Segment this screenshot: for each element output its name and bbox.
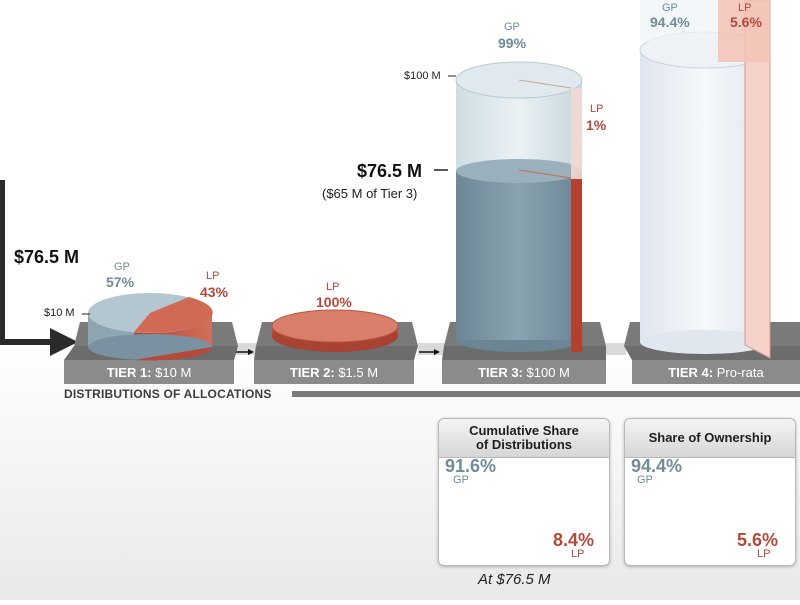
entry-arrow-head <box>50 328 78 356</box>
cumulative-lp-value: 8.4% <box>553 530 595 550</box>
tier3-label: TIER 3: $100 M <box>478 365 570 380</box>
ownership-lp-label: LP <box>757 548 771 560</box>
cumulative-lp-label: LP <box>571 548 585 560</box>
tier3-level-note: ($65 M of Tier 3) <box>322 186 418 201</box>
tier2-lp-value: 100% <box>316 294 352 310</box>
ownership-card-title: Share of Ownership <box>625 419 795 458</box>
cumulative-gp-value: 91.6% <box>445 456 497 476</box>
tier1-pie <box>88 293 213 361</box>
tier2-disc <box>271 309 399 352</box>
tier4-cylinder <box>639 0 771 359</box>
tier3-gp-label: GP <box>504 21 520 33</box>
cumulative-gp-label: GP <box>453 474 469 486</box>
section-rule <box>292 391 800 397</box>
tier2-label: TIER 2: $1.5 M <box>289 365 379 380</box>
connector-2 <box>418 343 446 355</box>
tier1-lp-label: LP <box>206 270 220 282</box>
tier3-tick-label: $100 M <box>404 70 441 82</box>
tier4-lp-label: LP <box>738 2 752 14</box>
connector-3 <box>606 343 626 355</box>
tier1-label: TIER 1: $10 M <box>106 365 192 380</box>
tier4-gp-value: 94.4% <box>650 14 690 30</box>
connector-arrow-head-1 <box>248 349 254 355</box>
tier4-label: TIER 4: Pro-rata <box>668 365 764 380</box>
tier1-tick-label: $10 M <box>44 307 75 319</box>
tier3-cylinder <box>455 61 583 352</box>
cumulative-card-title: Cumulative Share of Distributions <box>439 419 609 458</box>
connector-arrow-head-2 <box>434 349 440 355</box>
ownership-gp-label: GP <box>637 474 653 486</box>
tier3-gp-value: 99% <box>498 35 527 51</box>
entry-amount: $76.5 M <box>14 247 80 267</box>
footer-note: At $76.5 M <box>478 571 551 588</box>
tier1-gp-label: GP <box>114 261 130 273</box>
ownership-lp-value: 5.6% <box>737 530 779 550</box>
cumulative-share-card: Cumulative Share of Distributions 91.6% G… <box>438 418 610 566</box>
tier1-gp-value: 57% <box>106 274 135 290</box>
tier3-lp-label: LP <box>590 103 604 115</box>
tier4-lp-value: 5.6% <box>730 14 762 30</box>
section-title: DISTRIBUTIONS OF ALLOCATIONS <box>64 387 272 401</box>
tier2-lp-label: LP <box>326 281 340 293</box>
tier3-lp-value: 1% <box>586 117 607 133</box>
tier1-lp-value: 43% <box>200 284 229 300</box>
tier4-gp-label: GP <box>662 2 678 14</box>
ownership-gp-value: 94.4% <box>631 456 683 476</box>
entry-arrow-line <box>0 180 50 345</box>
tier3-level-amount: $76.5 M <box>357 161 423 181</box>
ownership-share-card: Share of Ownership 94.4% GP 5.6% LP <box>624 418 796 566</box>
